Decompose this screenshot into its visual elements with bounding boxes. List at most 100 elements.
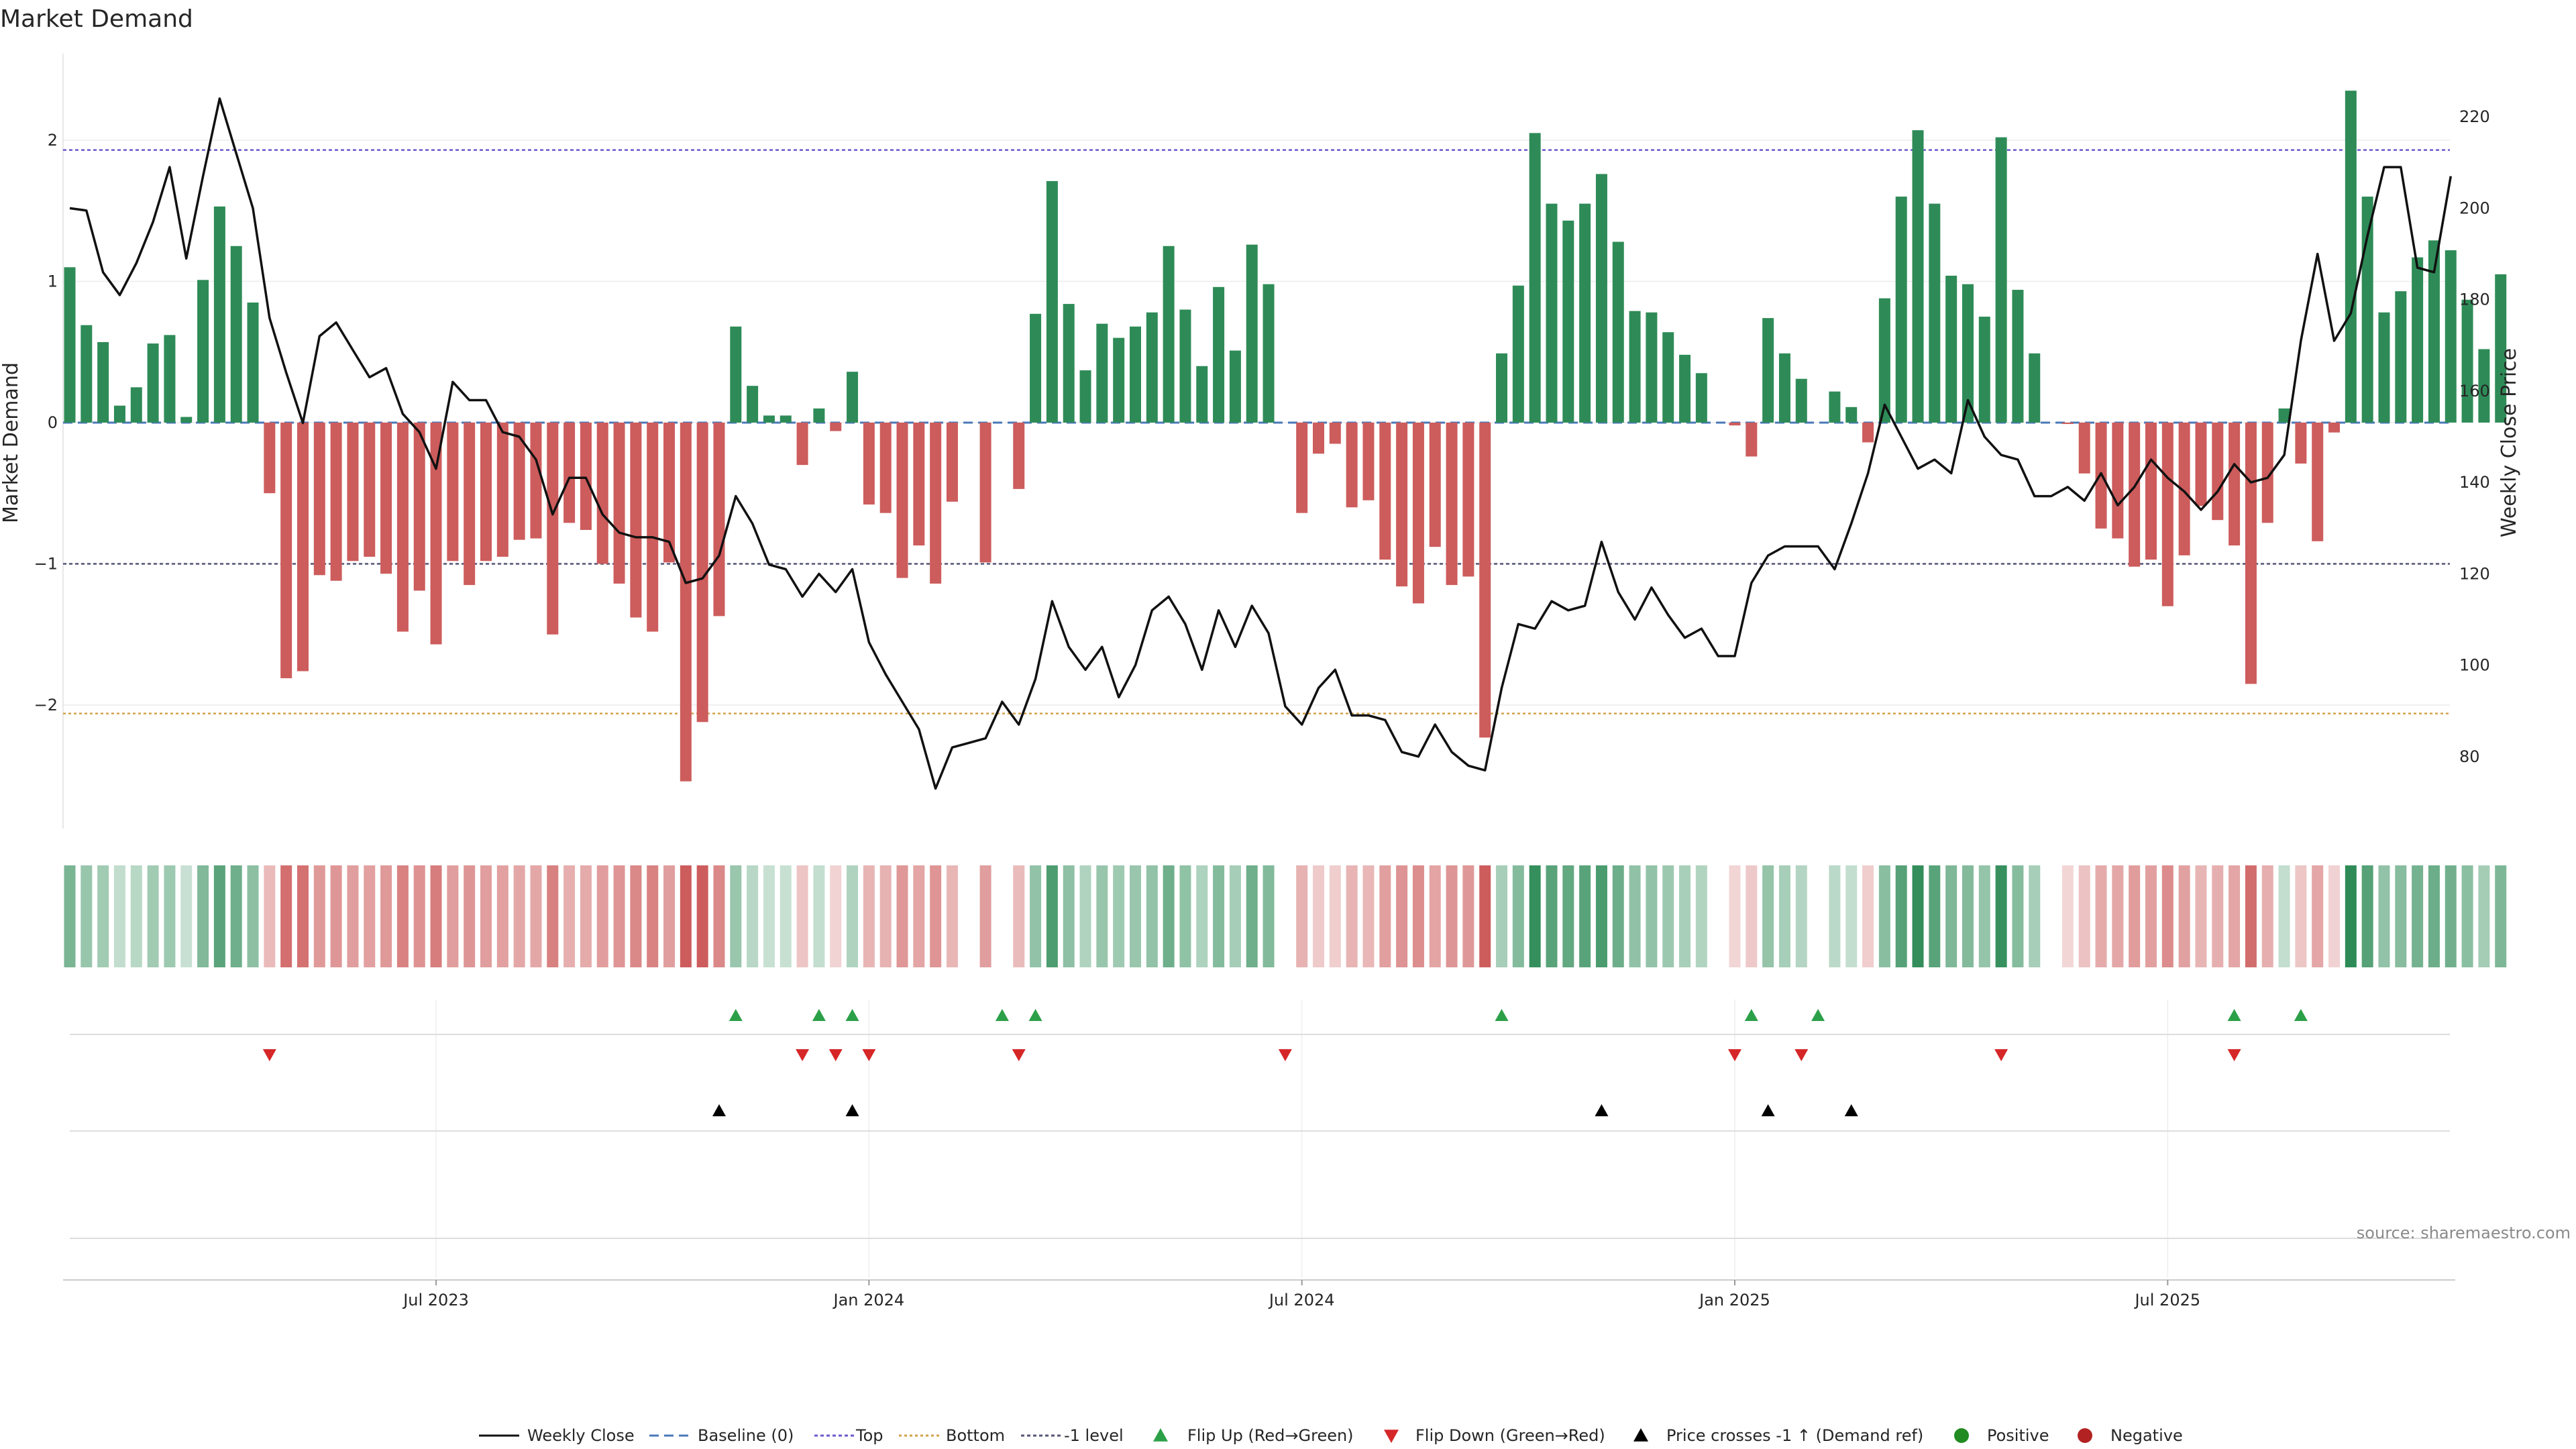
heat-cell: [2195, 865, 2207, 967]
demand-bar: [1762, 318, 1774, 423]
heat-cell: [147, 865, 159, 967]
heat-cell: [313, 865, 325, 967]
demand-bar: [630, 422, 642, 618]
demand-bar: [1795, 378, 1807, 423]
heat-cell: [530, 865, 542, 967]
flip-up-marker: [1028, 1009, 1042, 1021]
flip-down-marker: [862, 1049, 876, 1061]
x-tick-label: Jul 2024: [1268, 1291, 1335, 1309]
event-markers: [70, 1009, 2450, 1239]
heat-cell: [663, 865, 676, 967]
demand-bar: [2145, 422, 2157, 560]
demand-bar: [2395, 291, 2407, 423]
heat-cell: [480, 865, 492, 967]
heat-cell: [1163, 865, 1175, 967]
demand-bar: [663, 422, 676, 563]
heat-cell: [1462, 865, 1474, 967]
heat-cell: [1829, 865, 1841, 967]
legend-label: Price crosses -1 ↑ (Demand ref): [1666, 1426, 1923, 1445]
price-cross-marker: [845, 1104, 859, 1116]
flip-up-marker: [2227, 1009, 2241, 1021]
heat-cell: [513, 865, 525, 967]
heat-cell: [2478, 865, 2490, 967]
heat-cell: [1030, 865, 1042, 967]
heat-cell: [1878, 865, 1890, 967]
demand-bar: [1962, 284, 1974, 423]
demand-bar: [1013, 422, 1025, 489]
y-tick-right: 200: [2459, 199, 2490, 217]
demand-bar: [2328, 422, 2341, 433]
demand-bar: [680, 422, 692, 782]
heat-cell: [2112, 865, 2124, 967]
heat-cell: [1313, 865, 1324, 967]
demand-bar: [147, 343, 159, 423]
x-tick-label: Jan 2024: [833, 1291, 905, 1309]
heat-cell: [930, 865, 942, 967]
heat-cell: [2212, 865, 2224, 967]
demand-bar: [347, 422, 359, 561]
legend-label: Top: [855, 1426, 883, 1445]
demand-bar: [1562, 220, 1574, 423]
legend: Weekly Close Baseline (0) Top Bottom -1 leve…: [479, 1426, 2183, 1445]
heat-cell: [1679, 865, 1691, 967]
heat-cell: [713, 865, 725, 967]
price-cross-marker: [712, 1104, 726, 1116]
heat-cell: [647, 865, 659, 967]
demand-bar: [1978, 317, 1990, 423]
demand-bar: [2212, 422, 2224, 521]
demand-bar: [330, 422, 342, 581]
demand-bar: [1845, 407, 1858, 423]
heat-cell: [879, 865, 892, 967]
heat-cell: [2361, 865, 2373, 967]
heat-cell: [1079, 865, 1091, 967]
demand-bar: [1512, 285, 1524, 423]
heat-cell: [1213, 865, 1225, 967]
demand-bar: [2412, 257, 2424, 423]
demand-bar: [1695, 373, 1707, 423]
demand-bar: [1246, 244, 1258, 423]
heat-cell: [1695, 865, 1707, 967]
demand-bar: [1196, 366, 1208, 423]
demand-bar: [496, 422, 508, 557]
flip-up-marker: [1744, 1009, 1758, 1021]
demand-bar: [313, 422, 325, 576]
flip-down-marker: [1012, 1049, 1026, 1061]
y-tick-right: 80: [2459, 747, 2480, 766]
demand-bar: [896, 422, 908, 578]
heat-cell: [2378, 865, 2390, 967]
heat-cell: [1496, 865, 1508, 967]
heat-cell: [1046, 865, 1058, 967]
heat-cell: [264, 865, 276, 967]
demand-bar: [1895, 197, 1907, 423]
demand-bar: [1396, 422, 1408, 587]
grid: [62, 54, 2450, 1278]
heat-cell: [1845, 865, 1858, 967]
demand-bar: [1496, 353, 1508, 423]
heat-cell: [1895, 865, 1907, 967]
heat-cell: [1912, 865, 1924, 967]
heat-cell: [130, 865, 142, 967]
flip-up-marker: [845, 1009, 859, 1021]
heat-cell: [247, 865, 259, 967]
demand-bar: [1263, 284, 1275, 423]
demand-bar: [97, 341, 109, 423]
chart-title: Market Demand: [0, 5, 193, 33]
flip-down-marker: [2227, 1049, 2241, 1061]
demand-bar: [780, 415, 792, 423]
heat-cell: [347, 865, 359, 967]
heat-cell: [364, 865, 376, 967]
heat-cell: [1646, 865, 1658, 967]
demand-bar: [547, 422, 559, 635]
flip-down-marker: [1278, 1049, 1292, 1061]
y-tick-right: 120: [2459, 564, 2490, 583]
legend-label: Weekly Close: [527, 1426, 635, 1445]
demand-bar: [1046, 180, 1058, 423]
heat-cell: [596, 865, 608, 967]
demand-bar: [530, 422, 542, 539]
heat-cell: [80, 865, 93, 967]
heat-cell: [913, 865, 925, 967]
demand-bar: [946, 422, 958, 502]
heat-cell: [2412, 865, 2424, 967]
demand-bar: [1296, 422, 1308, 513]
demand-bar: [913, 422, 925, 546]
